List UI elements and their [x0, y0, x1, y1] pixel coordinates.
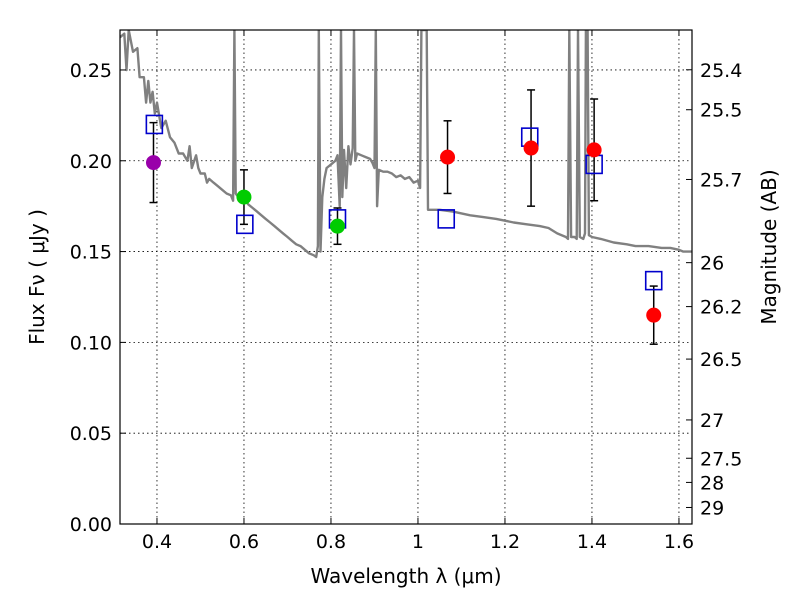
model-photometry-square: [236, 214, 254, 235]
observed-photometry-point: [646, 307, 662, 323]
x-tick-label: 0.6: [229, 531, 259, 553]
observed-photometry-point: [236, 189, 252, 205]
right-tick-label: 29: [700, 497, 724, 519]
right-axis-title: Magnitude (AB): [757, 169, 781, 324]
right-tick-label: 26.2: [700, 297, 742, 319]
y-tick-label: 0.05: [70, 423, 112, 445]
right-tick-label: 25.7: [700, 169, 742, 191]
x-tick-label: 1.6: [664, 531, 694, 553]
model-photometry-square: [437, 209, 456, 229]
right-tick-label: 26: [700, 253, 724, 275]
y-tick-label: 0.10: [70, 332, 112, 354]
x-tick-label: 1.2: [490, 531, 520, 553]
plot-area: [120, 30, 692, 345]
x-tick-label: 1.4: [577, 531, 607, 553]
observed-photometry-point: [523, 140, 539, 156]
y-tick-label: 0.15: [70, 242, 112, 264]
model-spectrum-line: [120, 30, 692, 259]
x-tick-label: 0.4: [142, 531, 172, 553]
right-tick-label: 26.5: [700, 349, 742, 371]
observed-photometry-point: [329, 218, 345, 234]
right-tick-label: 25.4: [700, 60, 742, 82]
x-tick-label: 1: [412, 531, 424, 553]
y-tick-label: 0.00: [70, 514, 112, 536]
observed-photometry-point: [145, 155, 161, 171]
right-tick-label: 27: [700, 410, 724, 432]
model-photometry-square: [145, 114, 164, 135]
y-axis-title: Flux Fν ( μJy ): [25, 209, 49, 345]
y-tick-label: 0.25: [70, 60, 112, 82]
y-tick-label: 0.20: [70, 151, 112, 173]
observed-photometry-point: [586, 142, 602, 158]
axis-ticks: 0.4 0.6 0.8 1 1.2 1.4 1.6 0.00 0.05 0.10 0.15 0.20 0…: [70, 30, 742, 553]
right-tick-label: 28: [700, 472, 724, 494]
plot-frame: [119, 29, 693, 525]
observed-photometry-point: [440, 149, 456, 165]
x-tick-label: 0.8: [316, 531, 346, 553]
model-photometry-square: [644, 270, 663, 291]
right-tick-label: 25.5: [700, 100, 742, 122]
right-tick-label: 27.5: [700, 448, 742, 470]
x-axis-title: Wavelength λ (μm): [310, 564, 501, 588]
